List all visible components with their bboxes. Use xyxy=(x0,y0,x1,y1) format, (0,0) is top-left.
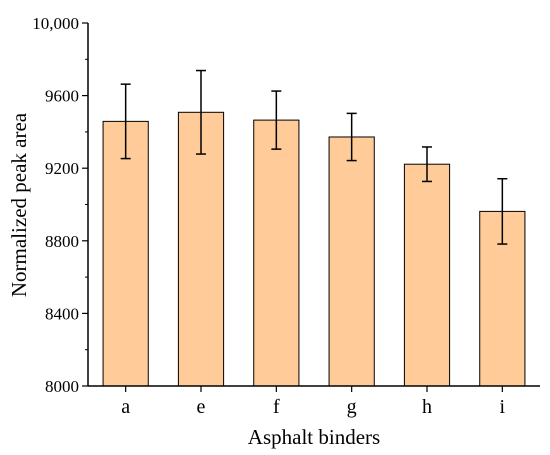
y-tick-label: 8800 xyxy=(45,232,79,251)
x-tick-label-a: a xyxy=(121,396,130,418)
bars-layer xyxy=(102,111,526,387)
error-bar-i xyxy=(497,177,508,245)
y-axis-title: Normalized peak area xyxy=(7,112,31,297)
axes-layer xyxy=(87,23,540,387)
bar-g xyxy=(328,136,375,387)
error-bar-a xyxy=(120,83,131,160)
error-bars-layer xyxy=(120,69,508,245)
bar-e xyxy=(177,111,225,387)
x-tick-label-g: g xyxy=(347,396,357,418)
error-bar-f xyxy=(271,90,282,150)
x-tick-label-e: e xyxy=(197,396,206,418)
bar-f xyxy=(253,119,300,387)
y-tick-label: 10,000 xyxy=(32,14,79,33)
x-tick-label-i: i xyxy=(500,396,506,418)
bar-h xyxy=(403,163,451,387)
y-tick-label: 8400 xyxy=(45,304,79,323)
y-tick-label: 9600 xyxy=(45,87,79,106)
error-bar-e xyxy=(196,69,206,155)
x-axis-title: Asphalt binders xyxy=(248,425,380,449)
error-bar-g xyxy=(346,112,357,162)
x-tick-label-h: h xyxy=(422,396,432,418)
error-bar-h xyxy=(422,146,432,183)
y-tick-label: 8000 xyxy=(45,377,79,396)
x-tick-label-f: f xyxy=(273,396,280,418)
bar-a xyxy=(102,120,149,387)
y-ticks-layer: 8000 8400 8800 9200 9600 10,000 xyxy=(32,14,88,396)
y-tick-label: 9200 xyxy=(45,159,79,178)
